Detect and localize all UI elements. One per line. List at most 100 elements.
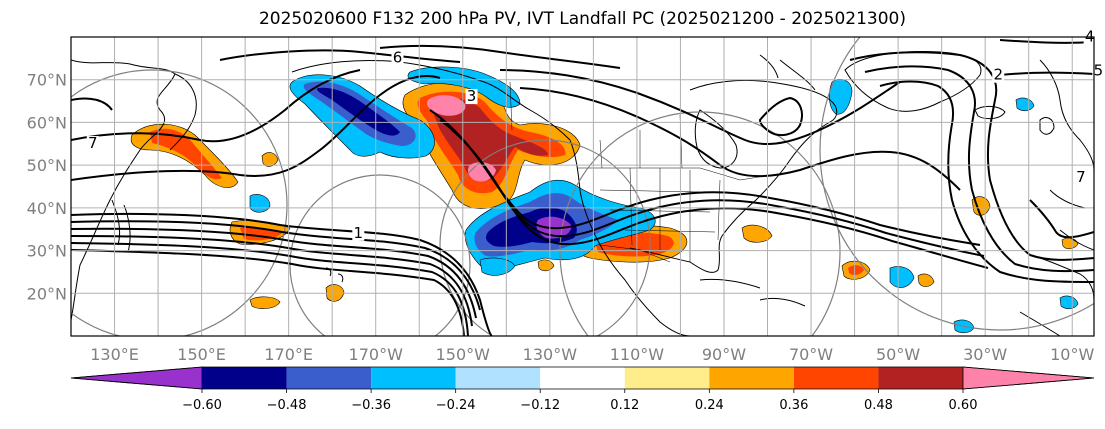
region-circle [439, 139, 651, 336]
pv-contour [71, 227, 477, 319]
region-circle [819, 37, 1094, 331]
region-circles [71, 37, 1094, 336]
map-layers [71, 37, 1094, 336]
colorbar-tick-label: 0.24 [695, 398, 724, 413]
coastline-africa [1019, 257, 1094, 336]
pv-contour [71, 69, 361, 143]
negative-shade-patch [889, 266, 915, 288]
colorbar-tick-label: 0.36 [779, 398, 808, 413]
region-circle [289, 174, 471, 336]
pv-contour [71, 242, 469, 336]
colorbar-tick-label: −0.60 [182, 398, 222, 413]
negative-shade-patch [316, 87, 400, 136]
pv-contour [1029, 199, 1094, 239]
border-us-mexico [599, 244, 671, 263]
latitude-tick-label: 70°N [27, 71, 67, 90]
latitude-labels: 20°N 30°N 40°N 50°N 60°N 70°N [27, 71, 67, 304]
contour-label-background [86, 136, 99, 152]
pv-contour [71, 235, 473, 327]
colorbar-swatch [286, 367, 372, 389]
pv-contour [864, 65, 1094, 273]
longitude-tick-label: 150°E [177, 345, 226, 364]
contour-label: 5 [1094, 61, 1104, 79]
coastline-kamchatka [169, 73, 197, 151]
longitude-tick-label: 130°W [523, 345, 578, 364]
longitude-labels: 130°E 150°E 170°E 170°W 150°W 130°W 110°W 90°W 7… [90, 345, 1094, 364]
longitude-tick-label: 90°W [702, 345, 746, 364]
colorbar-tick-label: −0.24 [436, 398, 476, 413]
colorbar-extension-min [70, 366, 203, 390]
colorbar-swatch [624, 367, 710, 389]
longitude-tick-label: 170°W [349, 345, 404, 364]
colorbar-tick-labels: −0.60 −0.48 −0.36 −0.24 −0.12 0.12 0.24 0.36 0.4… [182, 389, 977, 413]
positive-shade-patch [249, 296, 281, 309]
colorbar-tick-label: −0.12 [520, 398, 560, 413]
contour-label-background [1092, 63, 1105, 79]
contour-label-background [992, 67, 1005, 83]
positive-shade-patch [741, 224, 773, 243]
negative-shade-patch [1015, 97, 1035, 112]
colorbar-swatch [371, 367, 456, 389]
pv-contour [451, 129, 989, 269]
map-title: 2025020600 F132 200 hPa PV, IVT Landfall… [258, 9, 906, 29]
pv-contour [499, 69, 901, 146]
longitude-tick-label: 170°E [264, 345, 313, 364]
coastline-uk [1039, 117, 1055, 135]
colorbar [70, 366, 1095, 390]
pv-contour [379, 44, 621, 69]
contour-label: 7 [1076, 168, 1086, 186]
pv-contour [71, 212, 493, 336]
colorbar-swatch [455, 367, 541, 389]
longitude-tick-label: 50°W [876, 345, 920, 364]
longitude-tick-label: 70°W [789, 345, 833, 364]
pv-contour [71, 97, 113, 111]
colorbar-swatch [202, 367, 287, 389]
positive-shade-patch [848, 265, 864, 275]
colorbar-swatch [540, 367, 625, 389]
pv-contour [519, 87, 961, 191]
colorbar-extension-max [962, 366, 1095, 390]
coastline-canada-east [689, 79, 838, 123]
coastline-alaska [291, 59, 571, 141]
colorbar-tick-label: 0.48 [864, 398, 893, 413]
coastline-na-west [569, 139, 691, 336]
contour-label-background [465, 89, 478, 105]
colorbar-swatch [793, 367, 879, 389]
latitude-tick-label: 50°N [27, 156, 67, 175]
colorbar-tick-label: 0.60 [949, 398, 978, 413]
pv-contour [219, 49, 461, 63]
contour-label-background [1074, 170, 1087, 186]
longitude-tick-label: 10°W [1050, 345, 1094, 364]
contour-label-background [391, 50, 404, 66]
pv-contour [999, 71, 1094, 76]
contour-label: 3 [467, 87, 477, 105]
colorbar-swatch [709, 367, 794, 389]
latitude-tick-label: 40°N [27, 199, 67, 218]
pv-contour [71, 74, 441, 181]
map-frame [70, 36, 1095, 337]
pv-contour [71, 220, 481, 311]
colorbar-swatch [878, 367, 963, 389]
pv-contours [71, 39, 1094, 336]
longitude-tick-label: 130°E [90, 345, 139, 364]
contour-label: 6 [393, 49, 403, 67]
longitude-tick-label: 110°W [610, 345, 665, 364]
pv-contour [758, 96, 803, 137]
region-circle [71, 69, 288, 336]
coastline-baffin [759, 54, 816, 91]
contour-label: 4 [1085, 27, 1095, 45]
contour-labels: 7 6 3 1 2 4 5 7 [86, 27, 1105, 242]
colorbar-tick-label: −0.36 [351, 398, 391, 413]
contour-label: 1 [354, 224, 364, 242]
graticule [71, 37, 1094, 336]
positive-shade-patch [150, 128, 222, 180]
colorbar-tick-label: 0.12 [610, 398, 639, 413]
contour-label: 7 [88, 134, 98, 152]
latitude-tick-label: 30°N [27, 242, 67, 261]
longitude-tick-label: 30°W [963, 345, 1007, 364]
positive-shade-patch [428, 97, 548, 181]
positive-shade-patch [917, 273, 935, 287]
coastline-asia [71, 59, 176, 321]
contour-label: 2 [993, 66, 1003, 84]
